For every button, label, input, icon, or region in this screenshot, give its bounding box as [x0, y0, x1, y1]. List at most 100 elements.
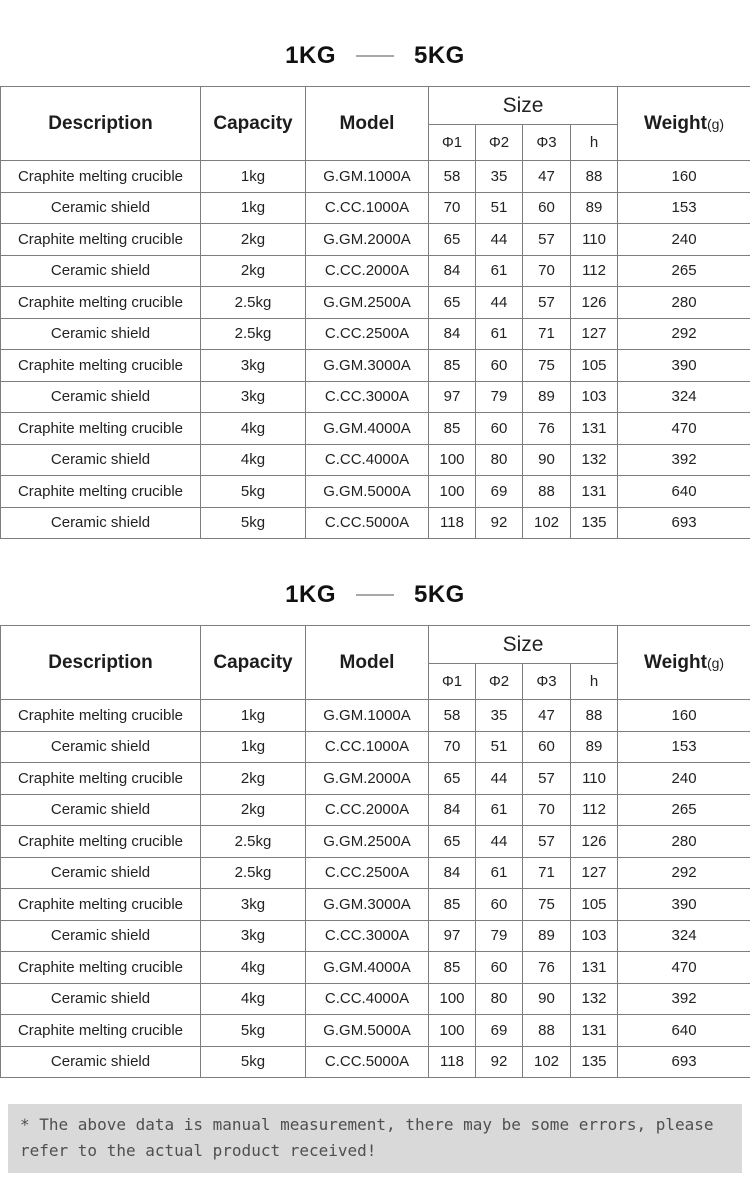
col-header-phi2: Φ2: [475, 124, 523, 161]
weight-unit: (g): [706, 115, 725, 132]
cell-capacity: 3kg: [200, 919, 306, 952]
col-header-description: Description: [0, 86, 201, 161]
cell-phi1: 85: [428, 951, 476, 984]
cell-phi3: 75: [522, 888, 571, 921]
cell-phi3: 88: [522, 1014, 571, 1047]
cell-phi3: 90: [522, 443, 571, 476]
cell-h: 105: [569, 888, 619, 921]
cell-phi2: 60: [475, 888, 523, 921]
cell-phi3: 70: [522, 793, 571, 826]
cell-phi3: 60: [522, 191, 571, 224]
cell-phi2: 69: [475, 475, 523, 508]
cell-description: Craphite melting crucible: [0, 888, 201, 921]
cell-phi1: 65: [428, 825, 476, 858]
cell-description: Ceramic shield: [0, 982, 201, 1015]
cell-capacity: 3kg: [200, 349, 306, 382]
weight-label: Weight: [643, 112, 707, 134]
cell-capacity: 1kg: [200, 191, 306, 224]
cell-phi2: 60: [475, 349, 523, 382]
table-row: Ceramic shield 4kg C.CC.4000A 100 80 90 132 392: [0, 982, 750, 1015]
table-header: Description Capacity Model Size Weight(g…: [0, 86, 750, 161]
cell-weight: 693: [617, 1045, 750, 1078]
cell-phi3: 57: [522, 286, 571, 319]
cell-phi2: 51: [475, 191, 523, 224]
cell-h: 89: [569, 730, 619, 763]
cell-phi3: 47: [522, 699, 571, 732]
cell-phi3: 57: [522, 762, 571, 795]
cell-description: Craphite melting crucible: [0, 951, 201, 984]
cell-weight: 292: [617, 317, 750, 350]
table-row: Craphite melting crucible 5kg G.GM.5000A 10…: [0, 475, 750, 508]
cell-weight: 160: [617, 699, 750, 732]
cell-capacity: 1kg: [200, 699, 306, 732]
col-header-weight: Weight(g): [617, 625, 750, 700]
cell-h: 132: [569, 443, 619, 476]
cell-phi1: 84: [428, 317, 476, 350]
col-header-phi1: Φ1: [428, 663, 476, 700]
table-row: Ceramic shield 5kg C.CC.5000A 118 92 102 135 69…: [0, 1045, 750, 1078]
col-header-model: Model: [305, 86, 429, 161]
cell-model: G.GM.2000A: [305, 223, 429, 256]
cell-description: Ceramic shield: [0, 191, 201, 224]
cell-phi3: 76: [522, 951, 571, 984]
cell-capacity: 4kg: [200, 443, 306, 476]
cell-model: G.GM.3000A: [305, 349, 429, 382]
spec-section-2: 1KG 5KG Description Capacity Model Size …: [0, 539, 750, 1078]
cell-h: 89: [569, 191, 619, 224]
section-title: 1KG 5KG: [0, 581, 750, 609]
cell-phi3: 76: [522, 412, 571, 445]
cell-description: Ceramic shield: [0, 380, 201, 413]
cell-capacity: 2.5kg: [200, 825, 306, 858]
cell-h: 112: [569, 254, 619, 287]
cell-capacity: 1kg: [200, 160, 306, 193]
cell-model: G.GM.4000A: [305, 412, 429, 445]
cell-h: 131: [569, 1014, 619, 1047]
col-header-capacity: Capacity: [200, 86, 306, 161]
cell-weight: 324: [617, 919, 750, 952]
cell-phi2: 44: [475, 223, 523, 256]
cell-weight: 265: [617, 254, 750, 287]
cell-h: 112: [569, 793, 619, 826]
cell-h: 110: [569, 762, 619, 795]
cell-phi1: 100: [428, 982, 476, 1015]
cell-model: C.CC.2500A: [305, 856, 429, 889]
cell-weight: 390: [617, 349, 750, 382]
cell-description: Craphite melting crucible: [0, 475, 201, 508]
cell-phi1: 84: [428, 254, 476, 287]
cell-description: Ceramic shield: [0, 919, 201, 952]
cell-model: C.CC.3000A: [305, 380, 429, 413]
cell-phi1: 65: [428, 286, 476, 319]
cell-h: 127: [569, 317, 619, 350]
cell-description: Craphite melting crucible: [0, 349, 201, 382]
cell-phi2: 79: [475, 380, 523, 413]
cell-weight: 280: [617, 825, 750, 858]
cell-model: G.GM.1000A: [305, 699, 429, 732]
cell-model: G.GM.2500A: [305, 825, 429, 858]
cell-capacity: 4kg: [200, 982, 306, 1015]
cell-phi3: 89: [522, 919, 571, 952]
table-row: Ceramic shield 1kg C.CC.1000A 70 51 60 89 153: [0, 191, 750, 224]
cell-capacity: 5kg: [200, 506, 306, 539]
table-row: Craphite melting crucible 2kg G.GM.2000A 65…: [0, 223, 750, 256]
cell-phi1: 58: [428, 160, 476, 193]
cell-h: 132: [569, 982, 619, 1015]
table-row: Ceramic shield 2.5kg C.CC.2500A 84 61 71 127 29…: [0, 317, 750, 350]
cell-description: Ceramic shield: [0, 443, 201, 476]
cell-capacity: 2kg: [200, 793, 306, 826]
cell-capacity: 5kg: [200, 1014, 306, 1047]
cell-model: C.CC.1000A: [305, 191, 429, 224]
cell-phi1: 70: [428, 730, 476, 763]
cell-capacity: 2.5kg: [200, 317, 306, 350]
cell-weight: 153: [617, 191, 750, 224]
cell-h: 131: [569, 475, 619, 508]
cell-capacity: 3kg: [200, 888, 306, 921]
col-header-model: Model: [305, 625, 429, 700]
cell-weight: 470: [617, 412, 750, 445]
cell-phi1: 85: [428, 412, 476, 445]
cell-phi3: 71: [522, 856, 571, 889]
cell-phi2: 35: [475, 699, 523, 732]
col-header-capacity: Capacity: [200, 625, 306, 700]
cell-model: G.GM.2000A: [305, 762, 429, 795]
cell-phi2: 79: [475, 919, 523, 952]
cell-phi1: 100: [428, 443, 476, 476]
